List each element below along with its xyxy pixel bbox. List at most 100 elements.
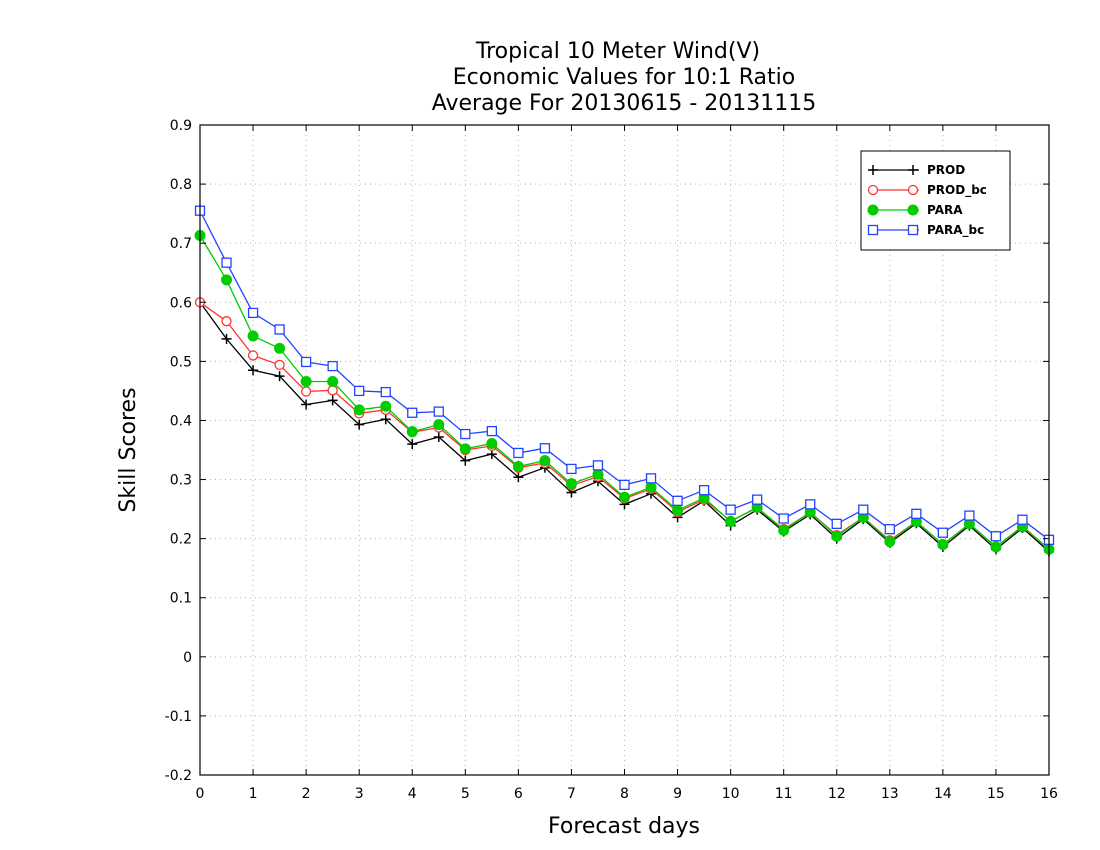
data-point-para-bc [460, 428, 471, 440]
data-point-para [565, 478, 577, 490]
axis-ticks [199, 124, 1050, 776]
data-point-para-bc [645, 473, 657, 484]
data-point-para-bc [911, 508, 922, 519]
data-point-para [353, 404, 365, 416]
data-point-para [778, 524, 790, 536]
data-point-para-bc [725, 504, 736, 515]
data-point-para-bc [539, 443, 551, 454]
data-point-para [884, 536, 896, 548]
legend-label: PROD [927, 163, 965, 177]
legend-item-para-bc: PARA_bc [867, 223, 984, 238]
series-line-prod [199, 301, 1050, 553]
data-point-para-bc [778, 513, 789, 524]
data-point-para-bc [937, 527, 949, 538]
legend-marker [867, 204, 879, 216]
data-point-para-bc [327, 360, 338, 372]
data-point-para-bc [407, 407, 418, 418]
data-point-prod-bc [247, 350, 259, 361]
data-point-para [274, 342, 286, 354]
data-point-prod [433, 432, 444, 442]
x-tick-label: 8 [620, 786, 629, 802]
x-tick-label: 2 [302, 786, 311, 802]
data-point-para [406, 426, 418, 438]
data-point-para [937, 539, 949, 551]
x-tick-label: 3 [355, 786, 364, 802]
data-point-para [725, 516, 737, 527]
data-point-para [327, 375, 339, 387]
x-tick-label: 14 [934, 786, 952, 802]
data-point-para-bc [990, 531, 1002, 542]
y-tick-label: 0.4 [170, 413, 192, 429]
data-point-para-bc [752, 494, 763, 505]
data-point-para-bc [221, 257, 232, 268]
y-tick-label: -0.1 [165, 709, 192, 725]
x-tick-label: 12 [828, 786, 846, 802]
data-point-para-bc [513, 447, 524, 459]
data-point-prod-bc [221, 316, 232, 327]
data-point-para-bc [274, 324, 285, 335]
data-point-para-bc [858, 504, 869, 515]
y-tick-label: 0.1 [170, 591, 192, 607]
data-point-prod [407, 439, 418, 450]
series-prod [195, 297, 1054, 557]
x-tick-label: 4 [408, 786, 417, 802]
y-tick-label: -0.2 [165, 768, 192, 784]
data-point-para-bc [831, 518, 842, 530]
data-point-para-bc [300, 356, 312, 368]
legend-marker [867, 184, 879, 196]
data-point-para [300, 375, 312, 387]
legend-marker [907, 184, 919, 196]
x-tick-label: 6 [514, 786, 523, 802]
x-axis-tick-labels: 0 1 2 3 4 5 6 7 8 9 10 11 12 13 14 15 16 [196, 786, 1058, 802]
data-point-prod [274, 371, 285, 382]
data-point-para-bc [672, 495, 683, 506]
x-tick-label: 15 [987, 786, 1005, 802]
data-point-para-bc [1017, 514, 1028, 525]
legend-label: PARA [927, 203, 963, 217]
data-point-prod [301, 399, 312, 410]
y-tick-label: 0.7 [170, 236, 192, 252]
data-point-para [539, 455, 551, 467]
legend-label: PROD_bc [927, 183, 987, 198]
x-tick-label: 9 [673, 786, 682, 802]
data-point-para [592, 468, 604, 480]
data-point-para-bc [884, 524, 895, 535]
chart-title-line-1: Tropical 10 Meter Wind(V) [475, 39, 760, 64]
data-point-prod [327, 395, 338, 406]
data-point-prod [248, 365, 259, 376]
data-point-para-bc [619, 479, 630, 491]
data-point-para-bc [698, 485, 710, 496]
data-point-para [380, 400, 392, 412]
x-tick-label: 16 [1040, 786, 1058, 802]
data-point-para [247, 330, 259, 342]
data-point-para-bc [592, 460, 604, 471]
legend-marker [908, 165, 918, 175]
y-tick-label: 0.8 [170, 177, 192, 193]
legend-item-prod-bc: PROD_bc [867, 183, 987, 198]
data-point-para-bc [354, 385, 365, 397]
data-point-prod-bc [327, 385, 338, 396]
data-point-para [645, 481, 657, 493]
data-point-para [459, 443, 471, 455]
y-axis-label: Skill Scores [116, 387, 141, 512]
data-point-prod [460, 455, 471, 466]
x-axis-label: Forecast days [548, 814, 700, 839]
x-tick-label: 11 [775, 786, 793, 802]
x-tick-label: 10 [722, 786, 740, 802]
y-tick-label: 0.6 [170, 295, 192, 311]
chart-title-line-3: Average For 20130615 - 20131115 [432, 91, 817, 116]
data-point-para-bc [805, 499, 816, 510]
legend-box [860, 150, 1011, 251]
x-tick-label: 5 [461, 786, 470, 802]
data-point-para [619, 491, 630, 503]
data-point-para [831, 530, 843, 542]
data-point-para [672, 504, 684, 516]
y-tick-label: 0.9 [170, 118, 192, 134]
y-axis-tick-labels: 0.9 0.8 0.7 0.6 0.5 0.4 0.3 0.2 0.1 0 -0.1 -0.2 [165, 118, 192, 784]
data-point-para-bc [486, 425, 497, 437]
data-point-para-bc [964, 510, 975, 521]
data-point-prod [513, 472, 524, 483]
data-point-para-bc [566, 463, 577, 475]
chart-title-line-2: Economic Values for 10:1 Ratio [453, 65, 795, 90]
data-point-para [990, 541, 1002, 553]
